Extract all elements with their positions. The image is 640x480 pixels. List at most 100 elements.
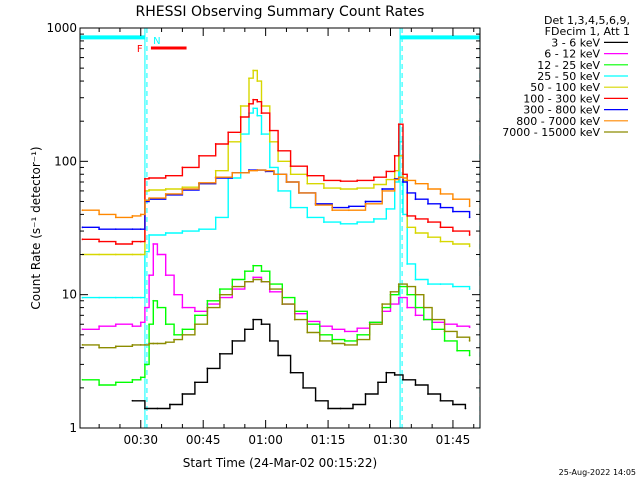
series-5-point-9 <box>198 154 200 157</box>
axis-layer: 1 10 100 1000 00:30 00:45 01:00 01:15 01:30 01:45 <box>46 21 480 447</box>
series-6-point-25 <box>402 181 404 183</box>
series-5-point-25 <box>385 170 388 173</box>
series-3-point-34 <box>468 288 471 291</box>
series-2-point-2 <box>114 381 117 384</box>
series-5-point-14 <box>252 98 255 101</box>
series-5-point-10 <box>214 143 217 145</box>
plot-frame <box>79 27 481 429</box>
series-3-point-10 <box>214 216 217 219</box>
legend-header-0: Det 1,3,4,5,6,9, <box>544 14 630 27</box>
series-6-point-30 <box>452 210 454 213</box>
series-7-point-3 <box>131 214 134 217</box>
series-5-point-19 <box>289 165 292 168</box>
series-5-point-8 <box>181 166 184 169</box>
series-1-point-8 <box>156 253 159 256</box>
series-5-point-34 <box>468 234 471 236</box>
series-5-point-29 <box>406 214 409 217</box>
series-7-point-29 <box>439 192 442 195</box>
series-3-point-8 <box>181 230 184 232</box>
y-tick-label-1: 10 <box>62 288 77 302</box>
series-2-point-27 <box>368 321 371 324</box>
series-8-point-22 <box>306 331 309 334</box>
series-0-point-21 <box>377 381 379 384</box>
series-2-point-11 <box>181 328 184 331</box>
series-4-point-30 <box>414 232 417 234</box>
series-5-point-31 <box>427 221 429 224</box>
series-4-point-23 <box>356 187 359 189</box>
series-4-point-6 <box>148 189 150 191</box>
series-4-point-21 <box>323 187 325 189</box>
series-5-point-33 <box>452 230 454 232</box>
series-3-point-16 <box>260 133 263 136</box>
series-7-point-13 <box>256 169 259 171</box>
series-8-point-1 <box>98 346 101 349</box>
series-4-point-10 <box>214 169 217 172</box>
series-1-point-36 <box>456 325 459 328</box>
series-3-point-7 <box>164 232 167 234</box>
x-tick-label-0: 00:30 <box>123 433 158 447</box>
series-line-3 <box>82 107 471 299</box>
series-5-point-3 <box>131 240 134 243</box>
legend-label-3: 25 - 50 keV <box>537 70 600 83</box>
series-8-point-7 <box>152 342 155 345</box>
series-line-5 <box>82 99 471 245</box>
series-2-point-35 <box>443 340 446 342</box>
legend-label-4: 50 - 100 keV <box>530 81 600 94</box>
series-5-point-7 <box>164 174 167 177</box>
series-7-point-20 <box>347 209 350 212</box>
series-2-point-12 <box>193 314 196 317</box>
series-0-point-19 <box>352 403 354 406</box>
series-2-point-36 <box>456 349 459 352</box>
series-2-point-15 <box>231 278 234 281</box>
series-8-point-24 <box>331 342 334 345</box>
series-1-point-0 <box>81 328 84 331</box>
series-3-point-14 <box>252 107 255 110</box>
series-3-point-6 <box>148 234 150 236</box>
series-5-point-15 <box>256 100 259 103</box>
series-7-point-26 <box>406 179 409 182</box>
series-8-point-37 <box>468 340 471 342</box>
series-1-point-1 <box>98 325 101 328</box>
series-0-point-24 <box>402 378 404 381</box>
series-2-point-33 <box>422 318 425 321</box>
series-4-point-17 <box>268 140 271 143</box>
series-3-point-33 <box>452 285 454 288</box>
series-8-point-10 <box>173 338 175 341</box>
series-7-point-23 <box>393 178 396 181</box>
series-5-point-4 <box>139 240 142 243</box>
series-8-point-25 <box>343 344 346 346</box>
series-2-point-4 <box>139 376 142 379</box>
series-1-point-10 <box>173 293 175 296</box>
series-3-point-32 <box>439 283 442 286</box>
series-0-point-27 <box>439 399 442 402</box>
series-8-point-23 <box>318 340 321 342</box>
series-0-point-25 <box>414 384 417 386</box>
series-5-point-27 <box>397 123 400 126</box>
series-5-point-32 <box>439 226 442 229</box>
series-8-point-11 <box>181 333 184 336</box>
x-axis-label: Start Time (24-Mar-02 00:15:22) <box>183 456 377 470</box>
flag-label-1: N <box>153 36 160 47</box>
series-2-point-3 <box>131 378 134 381</box>
series-0-point-16 <box>314 399 317 402</box>
legend-label-8: 7000 - 15000 keV <box>502 126 600 139</box>
legend-label-0: 3 - 6 keV <box>551 36 600 49</box>
series-5-point-1 <box>98 240 101 243</box>
series-3-point-31 <box>427 283 429 286</box>
series-0-point-10 <box>252 318 255 321</box>
series-2-point-34 <box>431 328 434 331</box>
series-7-point-25 <box>402 177 404 179</box>
series-4-point-29 <box>406 226 409 229</box>
series-7-point-7 <box>164 192 167 195</box>
series-0-point-12 <box>268 340 271 342</box>
series-0-point-26 <box>427 393 429 395</box>
series-line-8 <box>82 278 471 349</box>
legend-label-6: 300 - 800 keV <box>523 104 600 117</box>
series-8-point-4 <box>139 344 142 346</box>
series-5-point-11 <box>227 131 230 134</box>
series-4-point-12 <box>239 105 242 107</box>
series-1-point-26 <box>356 327 359 330</box>
data-layer: FN <box>80 28 481 428</box>
series-4-point-22 <box>339 188 342 190</box>
x-tick-label-4: 01:30 <box>373 433 408 447</box>
